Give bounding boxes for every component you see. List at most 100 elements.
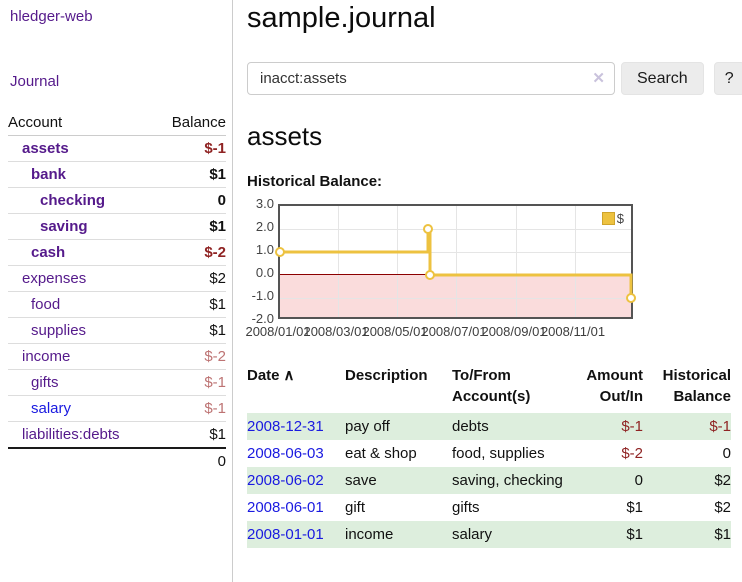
account-row: cash $-2	[8, 239, 226, 266]
legend-swatch-icon	[601, 212, 615, 225]
chart-legend: $	[599, 210, 626, 227]
sidebar-item-journal[interactable]: Journal	[10, 73, 60, 90]
transaction-date-link[interactable]: 2008-01-01	[247, 526, 324, 543]
help-button[interactable]: ?	[713, 62, 742, 95]
historical-balance-chart: 3.0 2.0 1.0 0.0 -1.0 -2.0	[245, 197, 639, 345]
y-tick: -2.0	[251, 311, 274, 326]
account-balance: $-2	[117, 239, 226, 266]
x-tick: 2008/01/01	[245, 324, 311, 339]
accounts-table: Account Balance assets $-1 bank $1 check…	[8, 110, 226, 474]
transaction-row: 2008-06-01 gift gifts $1 $2	[247, 494, 731, 521]
sort-asc-icon: ∧	[283, 367, 295, 384]
account-balance: $1	[117, 213, 226, 240]
account-link-expenses[interactable]: expenses	[22, 270, 87, 287]
account-balance: $-1	[117, 135, 226, 162]
search-bar: ✕ Search ?	[247, 62, 742, 95]
account-row: gifts $-1	[8, 369, 226, 396]
register-header-row: Date ∧ Description To/From Account(s) Amo…	[247, 363, 731, 413]
transaction-accounts: salary	[452, 526, 493, 543]
transaction-balance: 0	[722, 445, 731, 462]
account-row: supplies $1	[8, 317, 226, 344]
transaction-date-link[interactable]: 2008-06-03	[247, 445, 324, 462]
register-table: Date ∧ Description To/From Account(s) Amo…	[247, 363, 731, 548]
search-button[interactable]: Search	[621, 62, 704, 95]
main-content: sample.journal ✕ Search ? assets Histori…	[233, 0, 742, 582]
account-link-assets[interactable]: assets	[22, 140, 69, 157]
account-balance: $2	[117, 265, 226, 292]
transaction-amount: $1	[626, 526, 643, 543]
account-link-bank[interactable]: bank	[31, 166, 67, 183]
page-title: sample.journal	[247, 2, 436, 34]
accounts-header-account: Account	[8, 110, 117, 136]
accounts-total-balance: 0	[117, 447, 226, 474]
account-link-gifts[interactable]: gifts	[31, 374, 59, 391]
transaction-accounts: gifts	[452, 499, 480, 516]
transaction-row: 2008-01-01 income salary $1 $1	[247, 521, 731, 548]
transaction-date-link[interactable]: 2008-12-31	[247, 418, 324, 435]
x-tick: 2008/03/01	[303, 324, 369, 339]
transaction-amount: $-2	[621, 445, 643, 462]
account-link-income[interactable]: income	[22, 348, 71, 365]
account-link-cash[interactable]: cash	[31, 244, 66, 261]
transaction-description: gift	[345, 499, 366, 516]
account-row: food $1	[8, 291, 226, 318]
account-balance: $-1	[117, 369, 226, 396]
transaction-description: income	[345, 526, 394, 543]
account-row: bank $1	[8, 161, 226, 188]
register-header-date[interactable]: Date ∧	[247, 367, 295, 384]
transaction-date-link[interactable]: 2008-06-01	[247, 499, 324, 516]
account-balance: $1	[117, 291, 226, 318]
transaction-amount: $1	[626, 499, 643, 516]
y-tick: 1.0	[255, 242, 274, 257]
transaction-description: pay off	[345, 418, 390, 435]
accounts-total-row: 0	[8, 447, 226, 474]
transaction-balance: $-1	[709, 418, 731, 435]
account-link-saving[interactable]: saving	[40, 218, 88, 235]
account-link-checking[interactable]: checking	[40, 192, 106, 209]
app-title-link[interactable]: hledger-web	[10, 8, 93, 25]
register-header-amount: Amount Out/In	[586, 367, 643, 405]
account-row: expenses $2	[8, 265, 226, 292]
transaction-description: eat & shop	[345, 445, 417, 462]
y-tick: 0.0	[255, 265, 274, 280]
transaction-accounts: debts	[452, 418, 489, 435]
account-balance: $1	[117, 161, 226, 188]
y-tick: -1.0	[251, 288, 274, 303]
y-tick: 3.0	[255, 196, 274, 211]
transaction-accounts: saving, checking	[452, 472, 563, 489]
account-balance: $-1	[117, 395, 226, 422]
clear-search-icon[interactable]: ✕	[592, 70, 605, 87]
account-link-supplies[interactable]: supplies	[31, 322, 87, 339]
search-input[interactable]	[247, 62, 615, 95]
account-link-salary[interactable]: salary	[31, 400, 72, 417]
account-row: liabilities:debts $1	[8, 421, 226, 449]
account-row: salary $-1	[8, 395, 226, 422]
transaction-date-link[interactable]: 2008-06-02	[247, 472, 324, 489]
sidebar: hledger-web Journal Account Balance asse…	[0, 0, 233, 582]
transaction-balance: $2	[714, 472, 731, 489]
account-page-title: assets	[247, 121, 323, 151]
register-header-accounts: To/From Account(s)	[452, 367, 531, 405]
chart-caption: Historical Balance:	[247, 173, 383, 190]
x-tick: 2008/05/01	[362, 324, 428, 339]
x-tick: 2008/07/01	[421, 324, 487, 339]
account-balance: 0	[117, 187, 226, 214]
transaction-row: 2008-06-02 save saving, checking 0 $2	[247, 467, 731, 494]
accounts-header-balance: Balance	[117, 110, 226, 136]
transaction-balance: $1	[714, 526, 731, 543]
register-header-balance: Historical Balance	[662, 367, 731, 405]
transaction-amount: 0	[634, 472, 643, 489]
x-tick: 2008/11/01	[540, 324, 606, 339]
transaction-accounts: food, supplies	[452, 445, 545, 462]
y-tick: 2.0	[255, 219, 274, 234]
x-tick: 2008/09/01	[481, 324, 547, 339]
account-row: assets $-1	[8, 135, 226, 162]
account-row: saving $1	[8, 213, 226, 240]
account-balance: $1	[117, 421, 226, 449]
account-link-food[interactable]: food	[31, 296, 61, 313]
account-link-liabilities-debts[interactable]: liabilities:debts	[22, 426, 120, 443]
transaction-balance: $2	[714, 499, 731, 516]
account-row: income $-2	[8, 343, 226, 370]
transaction-row: 2008-12-31 pay off debts $-1 $-1	[247, 413, 731, 440]
